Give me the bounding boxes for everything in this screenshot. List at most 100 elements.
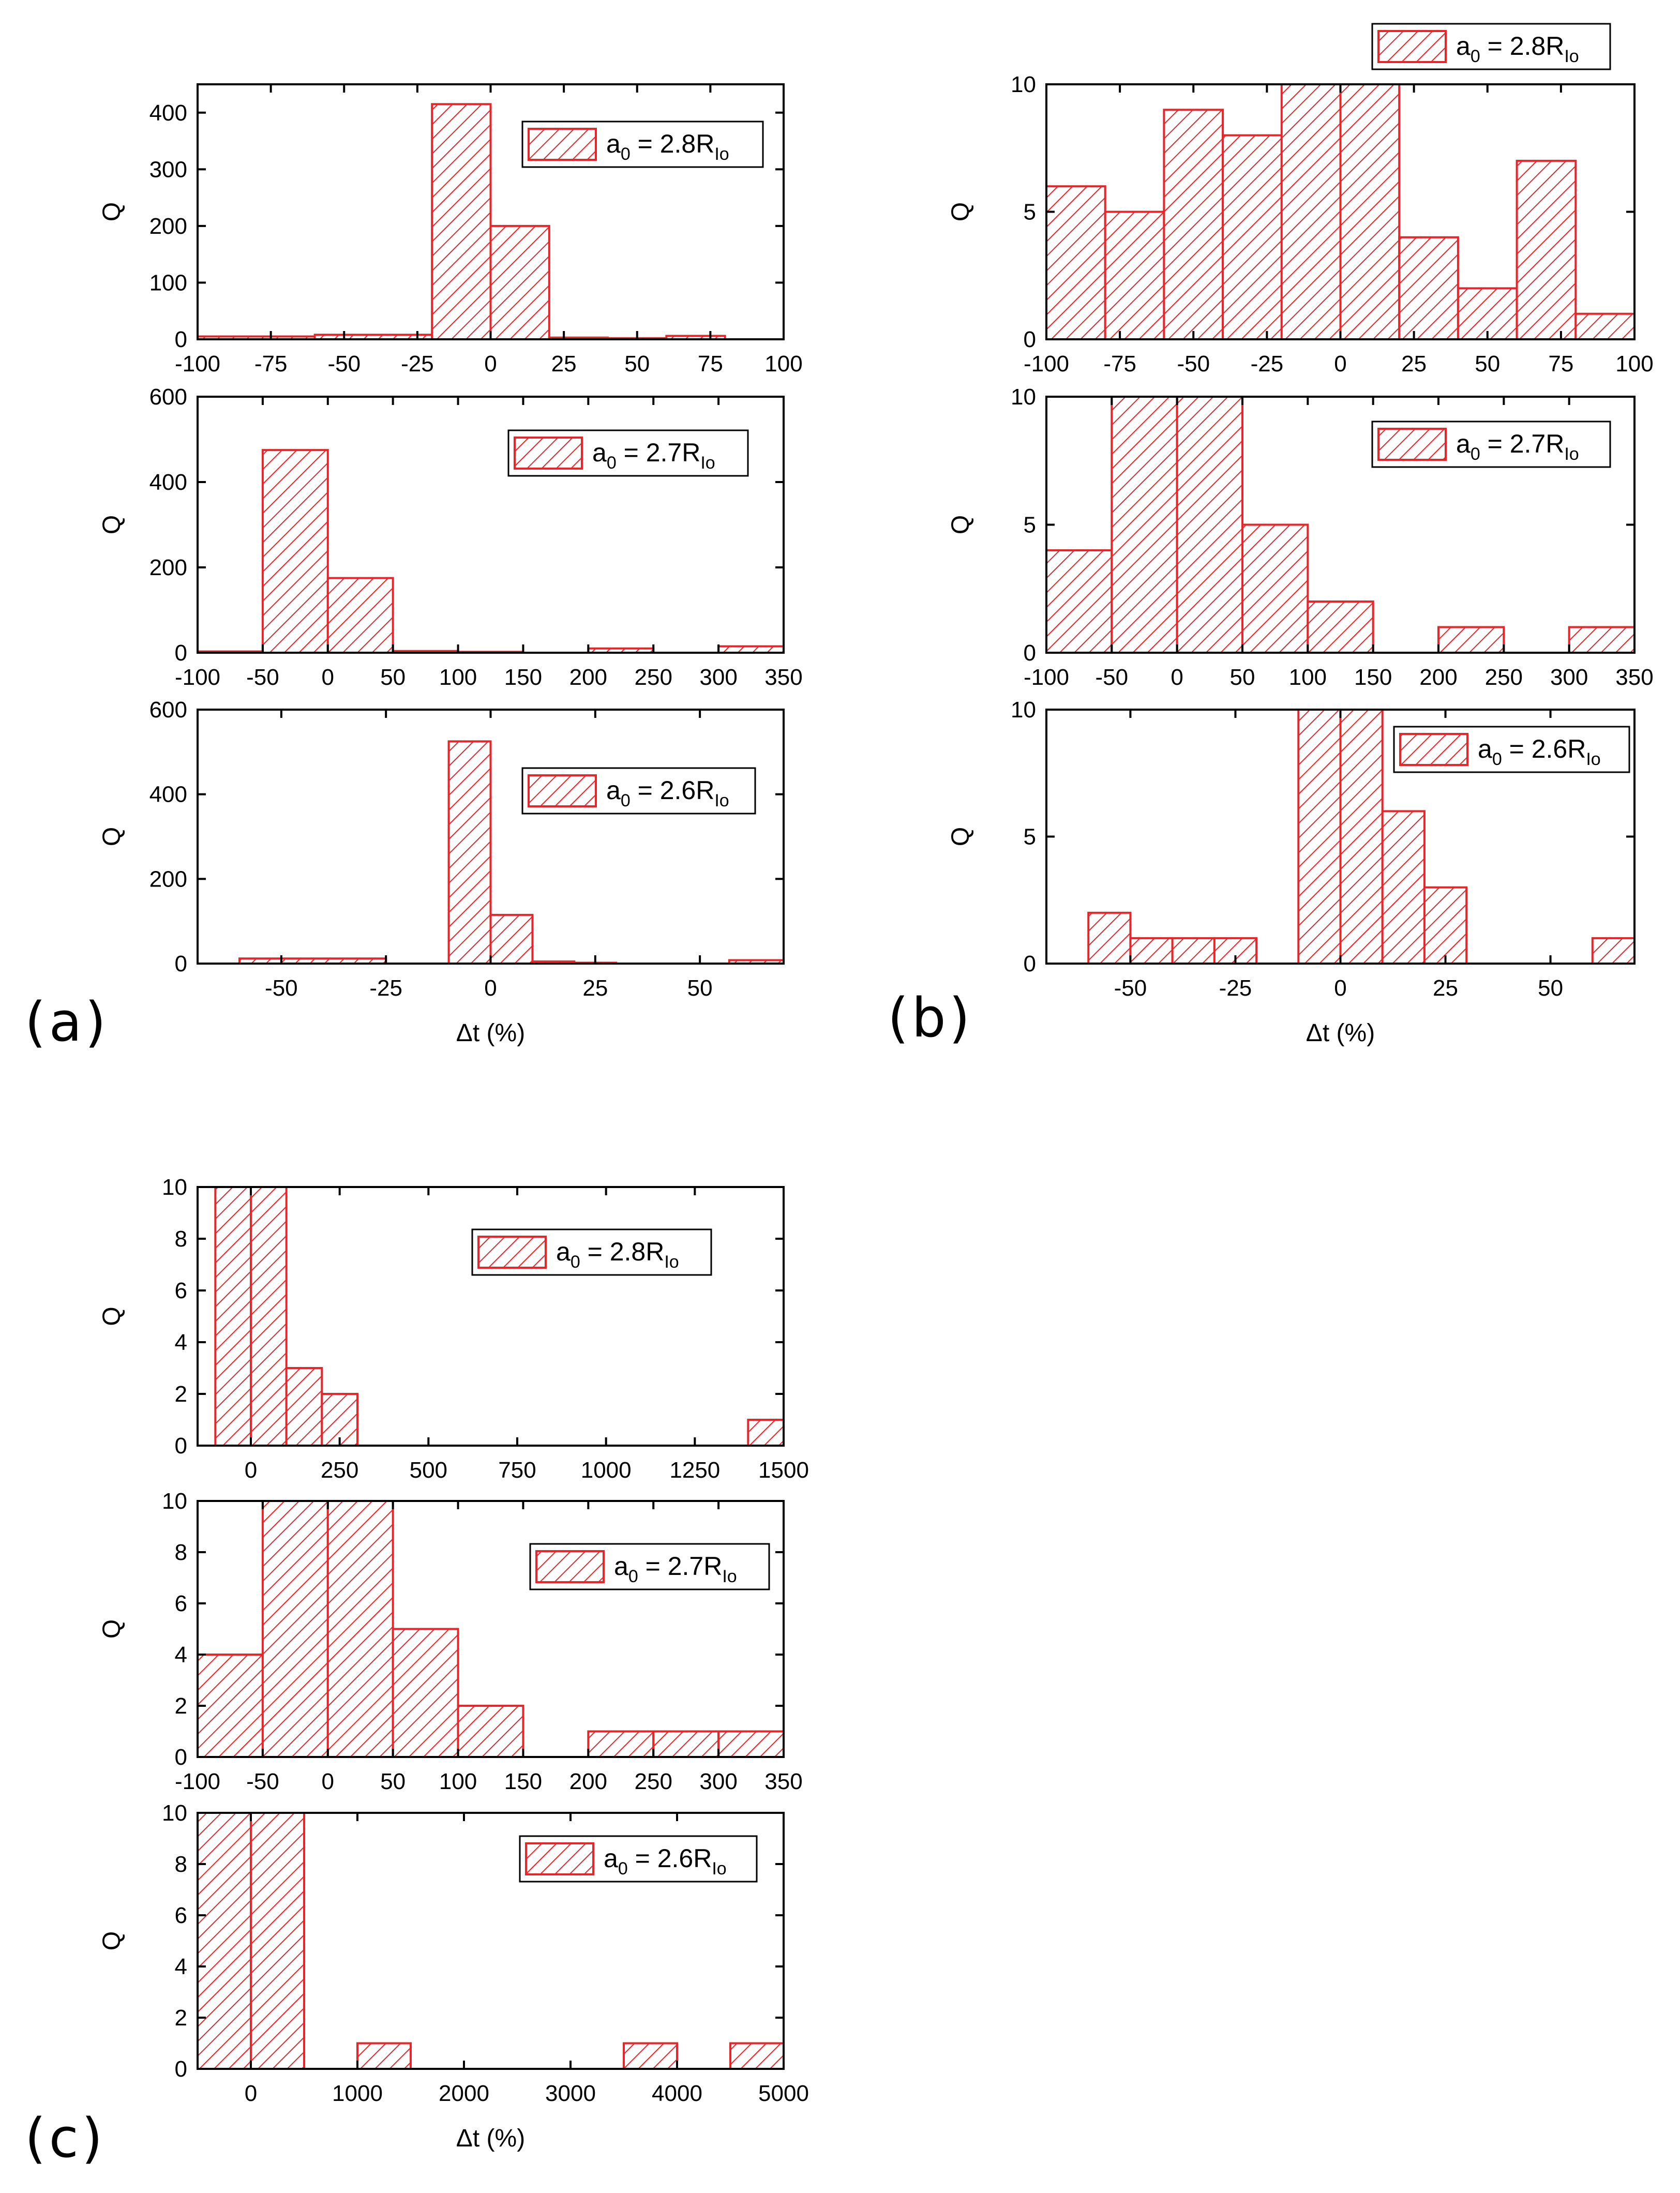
x-tick-label: -50	[1114, 975, 1147, 1001]
x-tick-label: 750	[498, 1458, 536, 1483]
legend-label-part: 0	[1492, 749, 1502, 769]
legend: a0 = 2.7RIo	[529, 1543, 770, 1590]
histogram-bar	[431, 103, 492, 340]
legend-label-part: 0	[1471, 444, 1480, 464]
x-tick-label: 50	[1538, 975, 1563, 1001]
x-tick-label: 150	[1354, 665, 1392, 690]
legend-label-part: Io	[714, 144, 729, 164]
legend-label: a0 = 2.8RIo	[606, 129, 729, 164]
y-axis-label: Q	[98, 1619, 126, 1639]
histogram-bar	[729, 2042, 785, 2070]
legend-label-part: = 2.8R	[1480, 32, 1565, 61]
legend-label: a0 = 2.6RIo	[606, 776, 729, 810]
legend-label: a0 = 2.7RIo	[1456, 429, 1579, 464]
x-tick-label: 3000	[545, 2081, 596, 2106]
legend-label-part: 0	[621, 791, 631, 810]
y-tick-label: 4	[175, 1330, 187, 1355]
y-axis-label: Q	[947, 827, 974, 846]
histogram-bar	[1222, 134, 1283, 340]
x-tick-label: -100	[175, 1769, 220, 1794]
y-tick-label: 300	[149, 157, 187, 182]
legend-swatch	[1377, 428, 1447, 461]
legend-label-part: 0	[621, 144, 631, 164]
y-tick-label: 0	[175, 640, 187, 666]
y-tick-label: 5	[1024, 513, 1036, 538]
y-axis-label: Q	[947, 515, 974, 534]
histogram-bar	[489, 913, 534, 965]
y-tick-label: 2	[175, 1693, 187, 1719]
histogram-bar	[652, 1730, 720, 1758]
legend-label-part: 0	[571, 1252, 580, 1272]
legend-label-part: Io	[712, 1859, 726, 1879]
x-tick-label: 150	[504, 665, 542, 690]
axes-frame	[197, 1812, 785, 2070]
y-axis-label: Q	[98, 515, 126, 534]
x-tick-label: 100	[1615, 351, 1653, 377]
x-axis-label: Δt (%)	[456, 1019, 525, 1047]
legend-label-part: a	[1456, 429, 1471, 458]
x-tick-label: 25	[582, 975, 608, 1001]
legend-swatch	[1377, 30, 1447, 63]
legend: a0 = 2.8RIo	[1371, 23, 1611, 70]
histogram-bar	[214, 1186, 252, 1447]
legend: a0 = 2.6RIo	[521, 767, 756, 815]
x-tick-label: 50	[1475, 351, 1500, 377]
x-tick-label: 500	[410, 1458, 447, 1483]
y-tick-label: 8	[175, 1226, 187, 1252]
x-tick-label: 0	[1334, 975, 1346, 1001]
x-tick-label: 1000	[581, 1458, 632, 1483]
y-tick-label: 10	[1011, 72, 1036, 97]
y-tick-label: 400	[149, 470, 187, 495]
histogram-bar	[1381, 810, 1426, 965]
legend-swatch	[528, 128, 597, 161]
x-tick-label: -100	[1024, 665, 1069, 690]
histogram-bar	[261, 449, 329, 654]
legend-label: a0 = 2.7RIo	[614, 1552, 737, 1586]
histogram-bar	[1307, 600, 1374, 654]
x-tick-label: -50	[246, 665, 279, 690]
legend: a0 = 2.8RIo	[471, 1228, 712, 1276]
histogram-bar	[261, 1500, 329, 1758]
legend-label-part: Io	[1564, 444, 1579, 464]
x-tick-label: -25	[1219, 975, 1252, 1001]
x-tick-label: 0	[245, 2081, 257, 2106]
histogram-bar	[1591, 937, 1636, 965]
y-axis-label: Q	[98, 1931, 126, 1950]
x-tick-label: -50	[265, 975, 298, 1001]
legend-swatch	[528, 774, 597, 807]
x-tick-label: 100	[764, 351, 802, 377]
x-tick-label: -75	[254, 351, 288, 377]
histogram-bar	[1045, 185, 1106, 340]
y-tick-label: 5	[1024, 200, 1036, 225]
legend-label-part: = 2.8R	[580, 1237, 665, 1266]
legend-label-part: a	[606, 776, 621, 805]
subplot-a-1: -100 -75 -50 -25 0 25 50 75 100 0 100 200 300 400 Qa0 …	[98, 83, 803, 377]
histogram-bar	[1516, 159, 1577, 340]
histogram-bar	[356, 2042, 412, 2070]
x-tick-label: -25	[369, 975, 402, 1001]
y-tick-label: 6	[175, 1903, 187, 1928]
y-tick-label: 2	[175, 2005, 187, 2031]
legend-swatch	[535, 1550, 605, 1583]
y-tick-label: 200	[149, 555, 187, 580]
y-axis-label: Q	[98, 827, 126, 846]
legend-label-part: 0	[628, 1567, 638, 1586]
legend-label-part: Io	[1586, 749, 1600, 769]
histogram-bar	[1176, 396, 1244, 654]
panel-label-a: (a)	[25, 990, 109, 1054]
histogram-bar	[250, 1812, 305, 2070]
x-tick-label: 200	[569, 665, 607, 690]
x-tick-label: 200	[569, 1769, 607, 1794]
x-tick-label: 350	[764, 1769, 802, 1794]
x-tick-label: 100	[439, 665, 477, 690]
histogram-bar	[1297, 709, 1342, 965]
y-tick-label: 0	[175, 2056, 187, 2082]
legend-label-part: Io	[714, 791, 729, 810]
x-tick-label: 50	[624, 351, 650, 377]
histogram-bar	[326, 577, 394, 654]
x-axis-label: Δt (%)	[1306, 1019, 1375, 1047]
histogram-bar	[1568, 626, 1636, 654]
